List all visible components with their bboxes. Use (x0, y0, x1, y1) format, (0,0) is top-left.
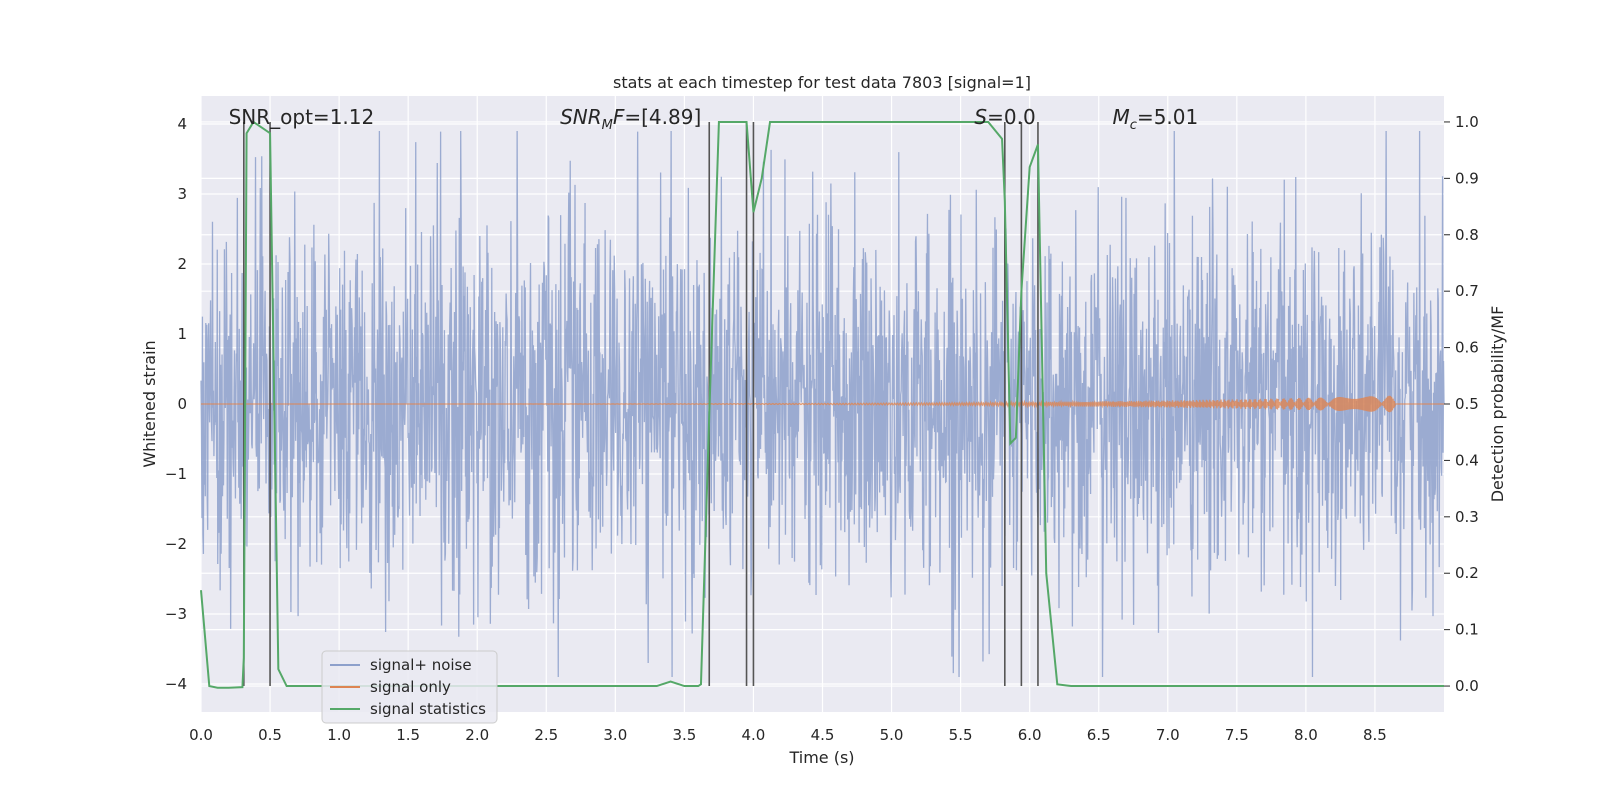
y-tick-label-4: 0 (177, 395, 187, 413)
y-tick-label-7: 3 (177, 185, 187, 203)
x-tick-label-0: 0.0 (189, 726, 213, 744)
y-tick-labels: −4 −3 −2 −1 0 1 2 3 4 (165, 115, 187, 693)
x-tick-label-17: 8.5 (1363, 726, 1387, 744)
x-tick-label-2: 1.0 (327, 726, 351, 744)
y-tick-label-6: 2 (177, 255, 187, 273)
signal-only-line (201, 395, 1444, 413)
y-right-tick-label-10: 1.0 (1455, 113, 1479, 131)
legend-label-2: signal statistics (370, 700, 486, 718)
x-tick-label-7: 3.5 (672, 726, 696, 744)
y-tick-label-3: −1 (165, 465, 187, 483)
y-right-tick-label-9: 0.9 (1455, 169, 1479, 187)
x-axis-label: Time (s) (788, 748, 854, 767)
x-tick-label-15: 7.5 (1225, 726, 1249, 744)
y-tick-label-8: 4 (177, 115, 187, 133)
legend-box (321, 650, 498, 724)
y-tick-label-2: −2 (165, 535, 187, 553)
x-tick-labels: 0.0 0.5 1.0 1.5 2.0 2.5 3.0 3.5 4.0 4.5 5.0 5.5 6.0 6… (189, 726, 1387, 744)
legend-label-0: signal+ noise (370, 656, 472, 674)
y-tick-label-5: 1 (177, 325, 187, 343)
x-tick-label-1: 0.5 (258, 726, 282, 744)
x-tick-label-6: 3.0 (603, 726, 627, 744)
annotation-2: S=0.0 (974, 105, 1035, 129)
x-tick-label-4: 2.0 (465, 726, 489, 744)
x-tick-label-9: 4.5 (811, 726, 835, 744)
y-right-tick-labels: 0.0 0.1 0.2 0.3 0.4 0.5 0.6 0.7 0.8 0.9 1.0 (1444, 113, 1479, 695)
y-right-tick-label-4: 0.4 (1455, 451, 1479, 469)
legend-label-1: signal only (370, 678, 451, 696)
y-right-tick-label-5: 0.5 (1455, 395, 1479, 413)
y-right-tick-label-2: 0.2 (1455, 564, 1479, 582)
y-right-tick-label-8: 0.8 (1455, 226, 1479, 244)
x-tick-label-14: 7.0 (1156, 726, 1180, 744)
y-tick-label-1: −3 (165, 605, 187, 623)
legend: signal+ noise signal only signal statistic… (321, 650, 498, 724)
x-tick-label-12: 6.0 (1018, 726, 1042, 744)
x-tick-label-10: 5.0 (880, 726, 904, 744)
signal-statistics-series (200, 120, 1444, 689)
x-tick-label-3: 1.5 (396, 726, 420, 744)
y-right-tick-label-0: 0.0 (1455, 677, 1479, 695)
annotation-1: SNRMF=[4.89] (560, 105, 701, 133)
signal-statistics-line (200, 120, 1444, 689)
vertical-markers (243, 121, 1039, 687)
y-right-tick-label-3: 0.3 (1455, 508, 1479, 526)
annotation-3: Mc=5.01 (1113, 105, 1199, 133)
x-tick-label-16: 8.0 (1294, 726, 1318, 744)
x-tick-label-13: 6.5 (1087, 726, 1111, 744)
y-tick-label-0: −4 (165, 675, 187, 693)
x-tick-label-8: 4.0 (742, 726, 766, 744)
chart-title: stats at each timestep for test data 780… (613, 73, 1031, 92)
x-tick-label-11: 5.5 (949, 726, 973, 744)
y-right-tick-label-6: 0.6 (1455, 339, 1479, 357)
x-tick-label-5: 2.5 (534, 726, 558, 744)
annotations: SNR_opt=1.12 SNRMF=[4.89] S=0.0 Mc=5.01 (229, 105, 1199, 133)
y-axis-right-label: Detection probability/MF (1488, 306, 1507, 503)
y-right-tick-label-7: 0.7 (1455, 282, 1479, 300)
signal-only-series (201, 395, 1444, 413)
y-right-tick-label-1: 0.1 (1455, 621, 1479, 639)
y-axis-label: Whitened strain (140, 340, 159, 467)
annotation-0: SNR_opt=1.12 (229, 105, 375, 129)
